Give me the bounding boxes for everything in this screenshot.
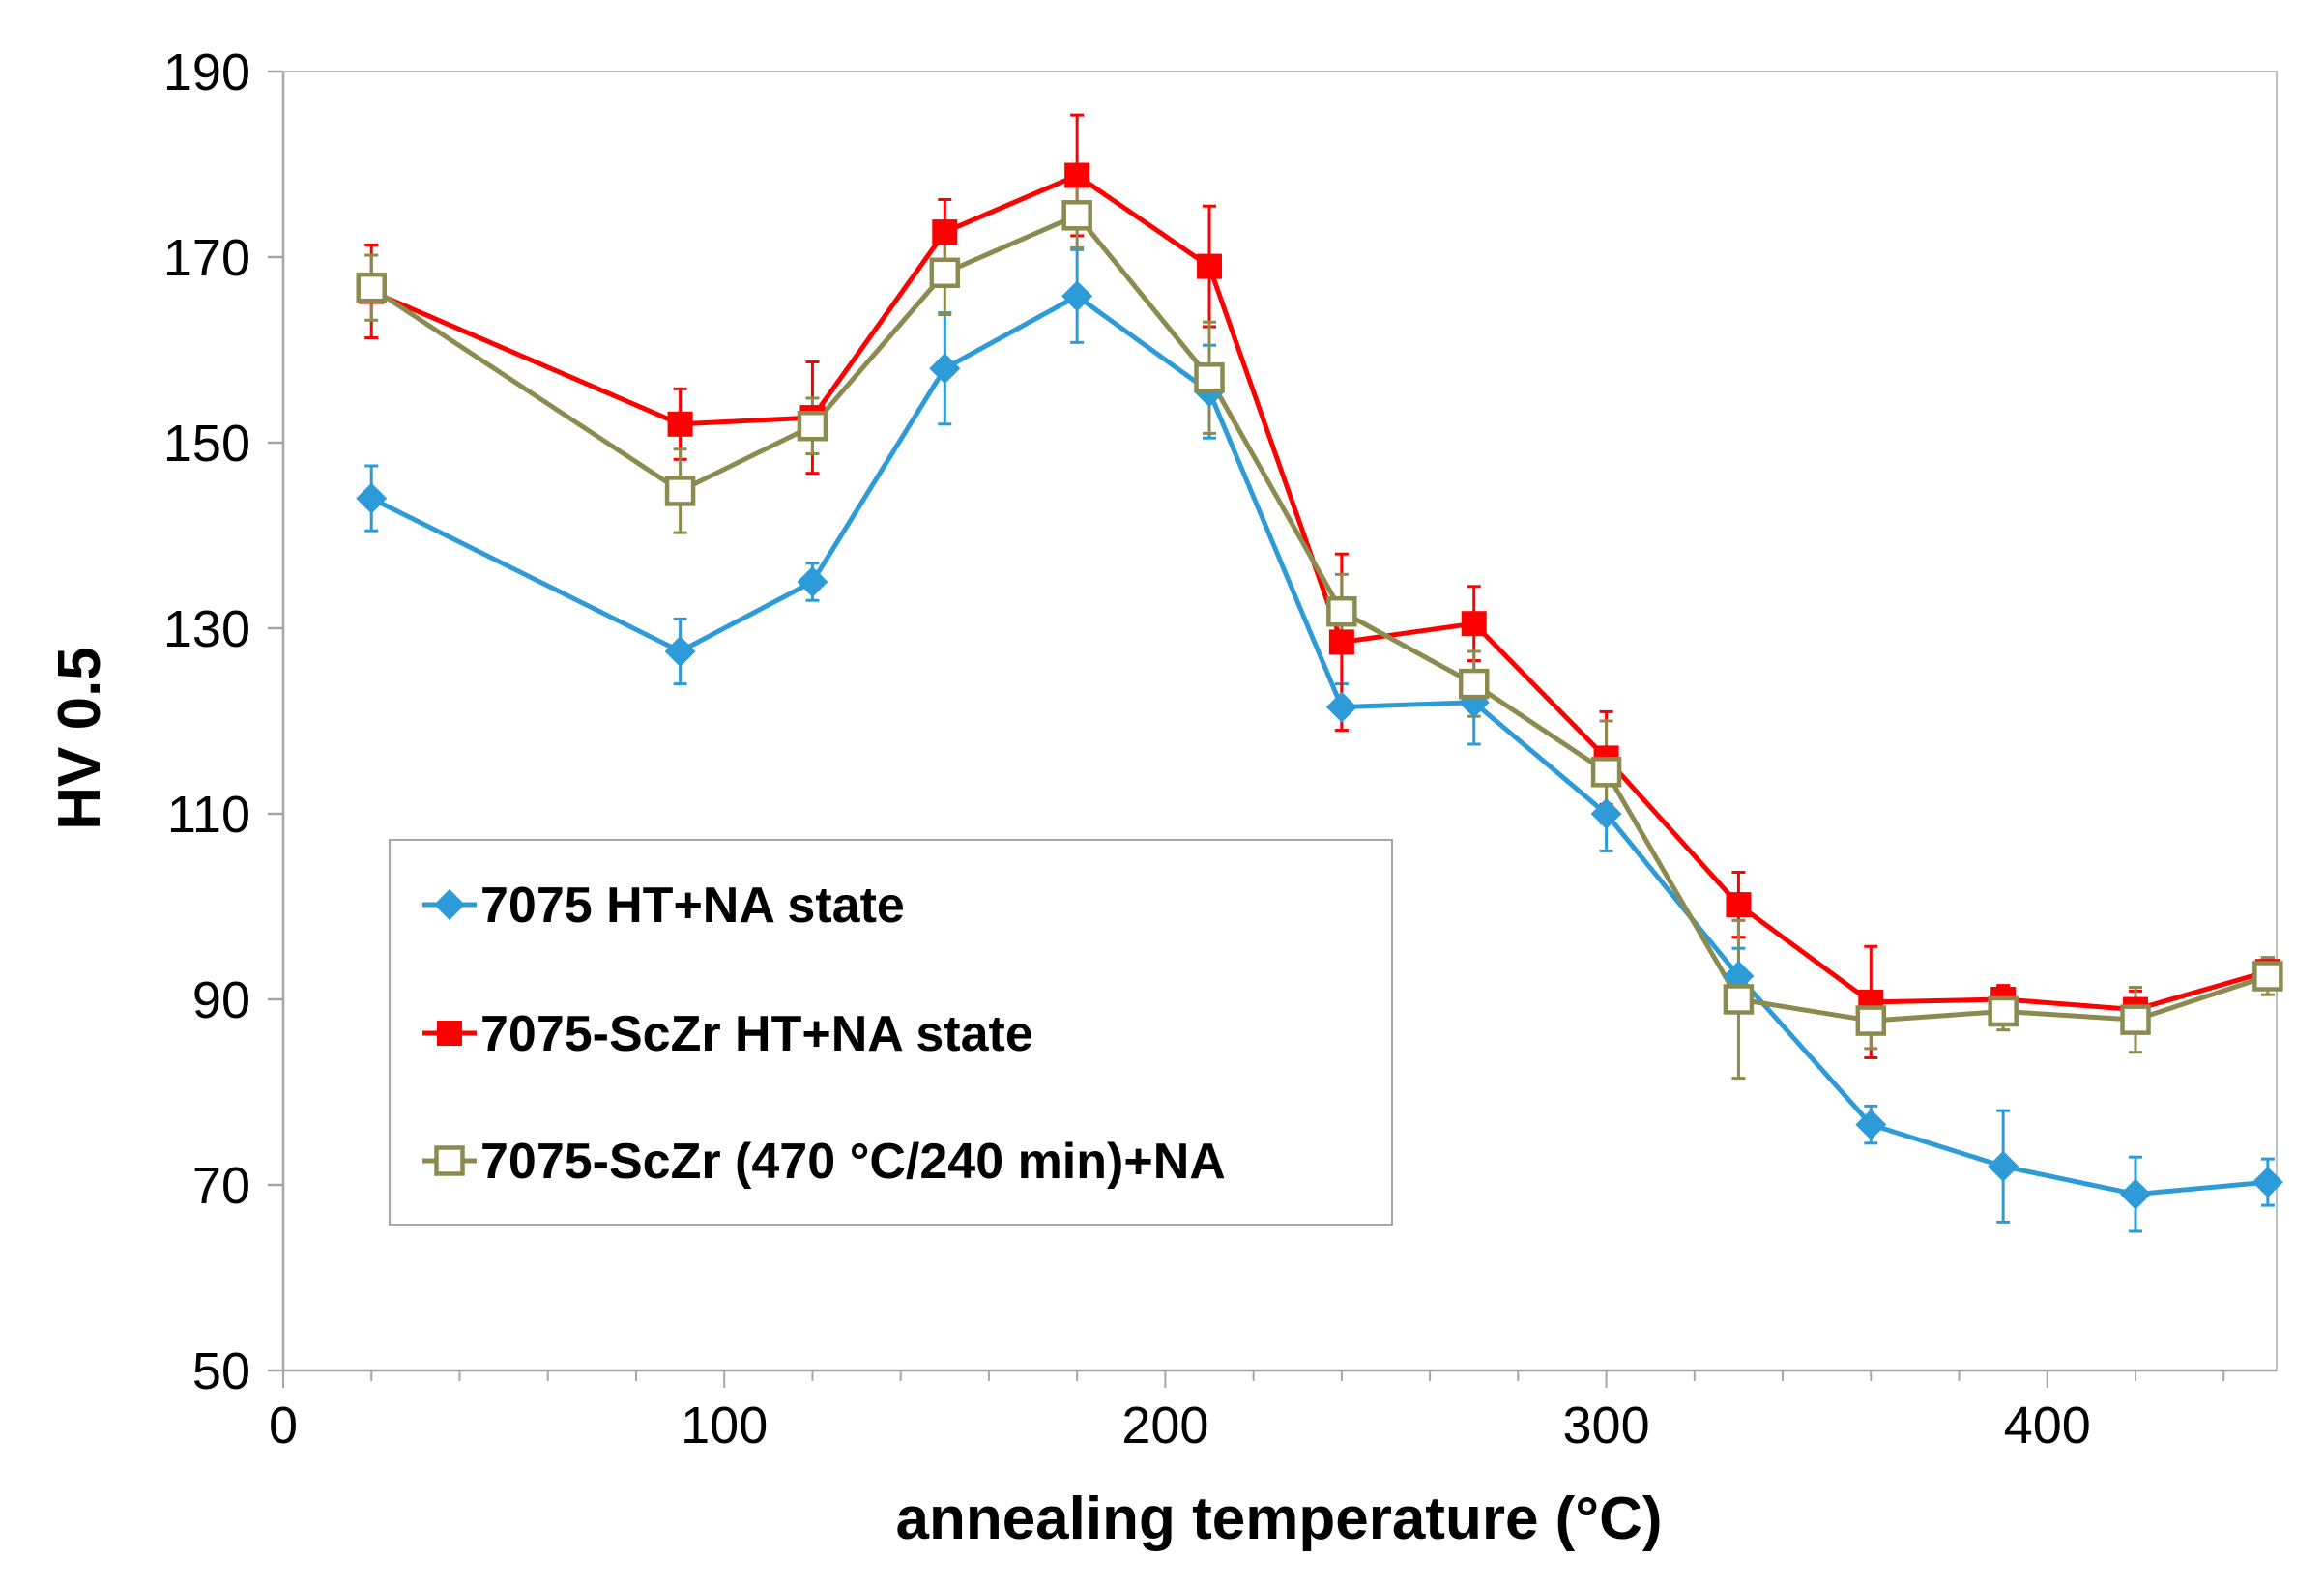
data-point [1726,892,1752,918]
x-tick-label: 0 [269,1397,298,1455]
data-point [1325,691,1357,723]
series-line-1 [370,293,2269,1197]
data-point [664,636,696,667]
data-point [1590,798,1622,829]
x-tick-label: 200 [1121,1397,1208,1455]
data-point [664,476,696,506]
data-point [797,410,828,442]
data-point [2251,1167,2283,1198]
y-tick-label: 150 [163,415,250,473]
y-tick-label: 170 [163,229,250,287]
data-point [1458,668,1490,700]
legend-marker-3 [434,1145,465,1176]
data-point [2252,961,2283,992]
data-point [1194,362,1225,393]
data-point [1855,1109,1887,1140]
legend-label-3: 7075-ScZr (470 °C/240 min)+NA [480,1134,1226,1190]
legend-marker-2 [437,1021,462,1046]
data-point [1988,1150,2019,1182]
series-line-2 [370,173,2269,1013]
data-point [1061,280,1093,312]
legend-label-1: 7075 HT+NA state [480,878,905,934]
data-point [1988,995,2019,1027]
y-axis-title: HV 0.5 [46,647,113,830]
data-point [1064,162,1090,188]
data-point [1855,1005,1887,1036]
data-point [1723,961,1755,992]
data-point [797,566,828,597]
x-axis-title: annealing temperature (°C) [895,1485,1662,1552]
legend-marker-1 [434,889,465,920]
x-tick-label: 100 [681,1397,768,1455]
y-tick-label: 130 [163,600,250,658]
data-point [1197,253,1223,279]
data-point [356,482,388,514]
data-point [2120,1178,2152,1210]
y-tick-label: 70 [192,1157,250,1215]
data-point [1061,200,1092,231]
data-point [932,219,958,245]
series-line-3 [369,213,2269,1024]
data-point [356,272,387,303]
legend: 7075 HT+NA state 7075-ScZr HT+NA state 707… [389,839,1393,1226]
legend-label-2: 7075-ScZr HT+NA state [480,1006,1033,1062]
data-point [667,411,693,437]
data-point [1461,611,1487,637]
data-point [1723,984,1755,1015]
data-point [1326,595,1357,627]
x-tick-label: 400 [2004,1397,2091,1455]
data-point [1590,757,1622,788]
data-point [1328,629,1354,655]
y-tick-label: 50 [192,1342,250,1400]
legend-box [389,839,1393,1226]
data-point [929,257,961,289]
data-point [929,353,961,385]
y-tick-label: 110 [167,786,250,844]
y-tick-label: 90 [192,971,250,1029]
x-tick-label: 300 [1563,1397,1650,1455]
data-point [2120,1004,2151,1035]
y-tick-label: 190 [163,43,250,101]
